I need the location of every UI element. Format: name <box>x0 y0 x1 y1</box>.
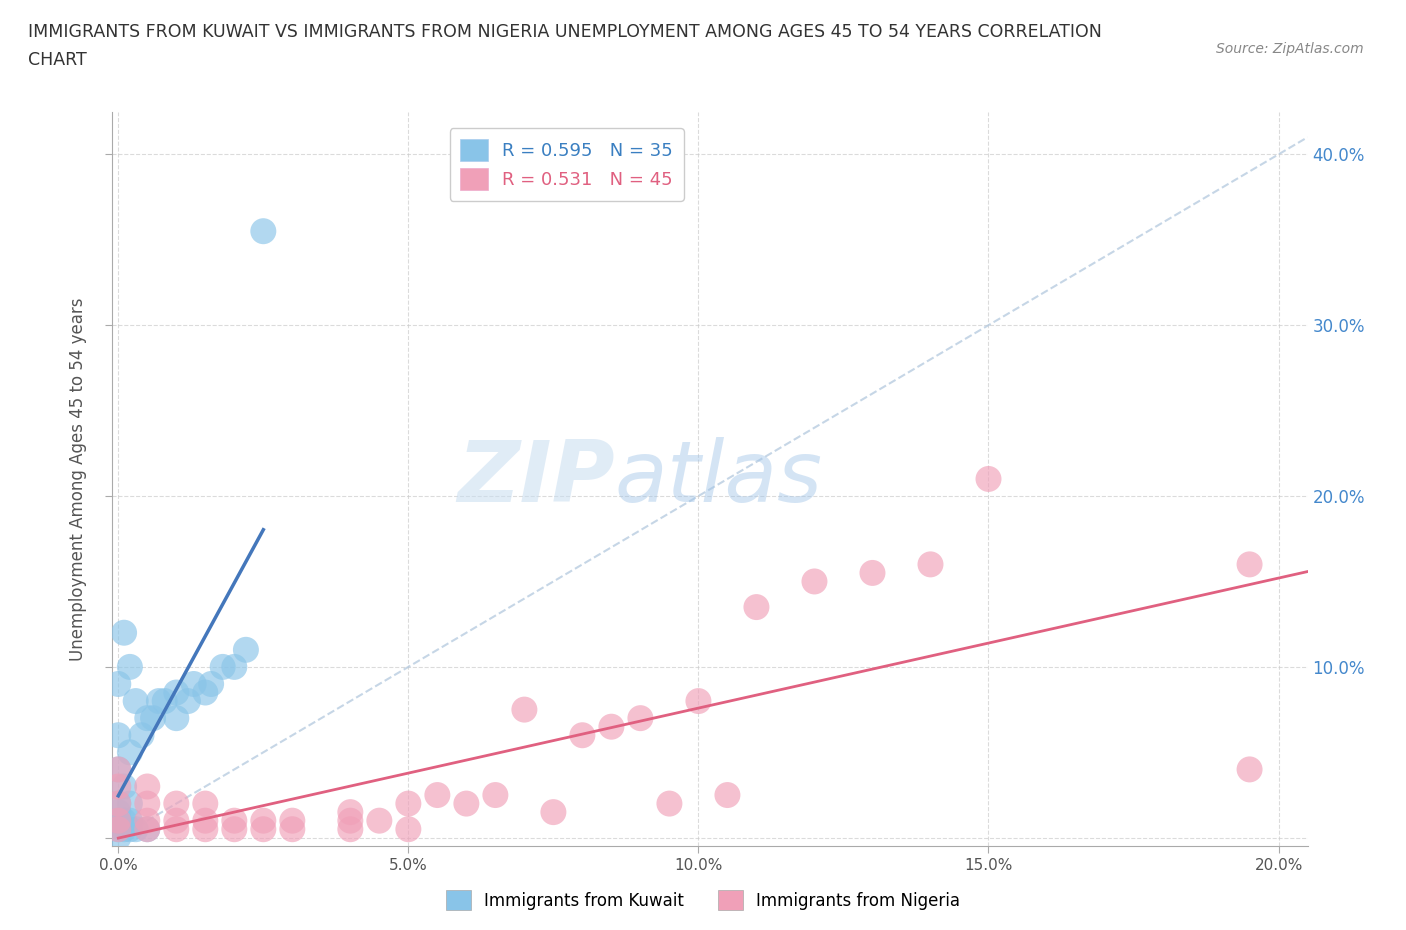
Point <box>112 625 135 640</box>
Point <box>396 822 419 837</box>
Point <box>153 694 176 709</box>
Point <box>281 813 304 828</box>
Point <box>194 685 217 700</box>
Point <box>118 822 141 837</box>
Point <box>107 813 129 828</box>
Point <box>107 762 129 777</box>
Point <box>224 659 246 674</box>
Point <box>118 796 141 811</box>
Point <box>235 643 257 658</box>
Point <box>658 796 681 811</box>
Point <box>571 728 593 743</box>
Legend: R = 0.595   N = 35, R = 0.531   N = 45: R = 0.595 N = 35, R = 0.531 N = 45 <box>450 128 683 201</box>
Point <box>125 822 148 837</box>
Point <box>107 813 129 828</box>
Point <box>165 796 187 811</box>
Point <box>745 600 768 615</box>
Point <box>456 796 478 811</box>
Point <box>165 813 187 828</box>
Point <box>803 574 825 589</box>
Point <box>131 728 153 743</box>
Point <box>107 676 129 691</box>
Point <box>136 796 159 811</box>
Point <box>183 676 205 691</box>
Point <box>107 728 129 743</box>
Point <box>194 796 217 811</box>
Point <box>165 822 187 837</box>
Point <box>339 804 361 819</box>
Point <box>716 788 738 803</box>
Point <box>107 830 129 845</box>
Point <box>118 659 141 674</box>
Point <box>112 813 135 828</box>
Point <box>136 822 159 837</box>
Point <box>177 694 200 709</box>
Point <box>862 565 884 580</box>
Text: Source: ZipAtlas.com: Source: ZipAtlas.com <box>1216 42 1364 56</box>
Text: atlas: atlas <box>614 437 823 521</box>
Point <box>194 822 217 837</box>
Point <box>281 822 304 837</box>
Point <box>513 702 536 717</box>
Point <box>107 762 129 777</box>
Text: CHART: CHART <box>28 51 87 69</box>
Point <box>165 711 187 725</box>
Point <box>628 711 651 725</box>
Point <box>118 813 141 828</box>
Point <box>142 711 165 725</box>
Point <box>112 779 135 794</box>
Legend: Immigrants from Kuwait, Immigrants from Nigeria: Immigrants from Kuwait, Immigrants from … <box>440 884 966 917</box>
Point <box>107 822 129 837</box>
Text: IMMIGRANTS FROM KUWAIT VS IMMIGRANTS FROM NIGERIA UNEMPLOYMENT AMONG AGES 45 TO : IMMIGRANTS FROM KUWAIT VS IMMIGRANTS FRO… <box>28 23 1102 41</box>
Point <box>136 813 159 828</box>
Point <box>339 813 361 828</box>
Point <box>252 813 274 828</box>
Point <box>252 224 274 239</box>
Text: ZIP: ZIP <box>457 437 614 521</box>
Point <box>136 779 159 794</box>
Point <box>165 685 187 700</box>
Point <box>396 796 419 811</box>
Point <box>112 822 135 837</box>
Point <box>194 813 217 828</box>
Point <box>200 676 222 691</box>
Point <box>368 813 391 828</box>
Point <box>484 788 506 803</box>
Point <box>148 694 170 709</box>
Point <box>224 822 246 837</box>
Point <box>107 804 129 819</box>
Point <box>107 822 129 837</box>
Point <box>136 711 159 725</box>
Point <box>107 779 129 794</box>
Point <box>107 796 129 811</box>
Point <box>339 822 361 837</box>
Point <box>107 796 129 811</box>
Point <box>224 813 246 828</box>
Point <box>1239 762 1261 777</box>
Point <box>688 694 710 709</box>
Point <box>136 822 159 837</box>
Point <box>118 745 141 760</box>
Point <box>920 557 942 572</box>
Point <box>426 788 449 803</box>
Point <box>543 804 565 819</box>
Point <box>211 659 233 674</box>
Y-axis label: Unemployment Among Ages 45 to 54 years: Unemployment Among Ages 45 to 54 years <box>69 298 87 660</box>
Point <box>600 719 623 734</box>
Point <box>125 694 148 709</box>
Point <box>977 472 1000 486</box>
Point <box>1239 557 1261 572</box>
Point <box>252 822 274 837</box>
